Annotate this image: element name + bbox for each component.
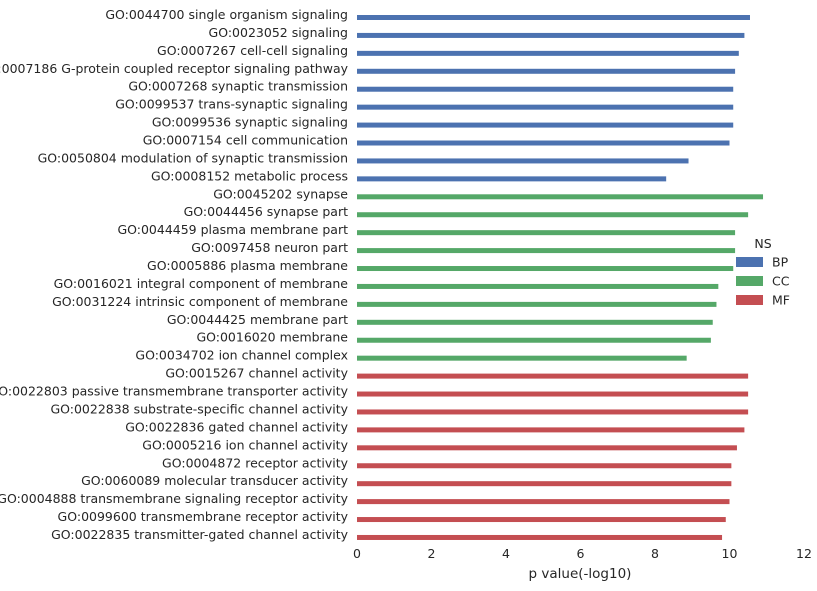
category-label: GO:0007186 G-protein coupled receptor si… xyxy=(0,61,349,76)
category-label: GO:0097458 neuron part xyxy=(191,240,348,255)
bar-bp xyxy=(357,68,736,74)
x-tick-label: 8 xyxy=(651,546,659,561)
bar-cc xyxy=(357,266,734,272)
category-label: GO:0016021 integral component of membran… xyxy=(54,276,349,291)
bar-mf xyxy=(357,409,749,415)
bar-bp xyxy=(357,15,750,20)
bar-bp xyxy=(357,32,745,38)
bar-cc xyxy=(357,319,713,325)
x-tick-label: 12 xyxy=(796,546,812,561)
bar-mf xyxy=(357,499,730,505)
x-tick-labels-group: 0 2 4 6 8 10 12 xyxy=(353,546,812,561)
bar-cc xyxy=(357,301,717,307)
bar-mf xyxy=(357,481,732,487)
x-tick-label: 10 xyxy=(722,546,738,561)
bar-cc xyxy=(357,355,687,361)
bars-group xyxy=(357,15,764,540)
x-tick-label: 4 xyxy=(502,546,510,561)
category-label: GO:0008152 metabolic process xyxy=(151,168,348,183)
legend-label-mf: MF xyxy=(772,293,790,308)
category-label: GO:0005216 ion channel activity xyxy=(142,437,348,452)
bar-cc xyxy=(357,230,736,236)
legend-swatch-cc xyxy=(736,276,763,286)
category-label: GO:0099536 synaptic signaling xyxy=(152,115,348,130)
bar-mf xyxy=(357,534,723,540)
bar-bp xyxy=(357,86,734,92)
legend-label-bp: BP xyxy=(772,255,789,270)
category-label: GO:0007268 synaptic transmission xyxy=(128,79,348,94)
bar-bp xyxy=(357,176,667,182)
category-label: GO:0004888 transmembrane signaling recep… xyxy=(0,491,349,506)
bar-bp xyxy=(357,140,730,146)
category-label: GO:0022835 transmitter-gated channel act… xyxy=(51,527,348,542)
category-label: GO:0023052 signaling xyxy=(209,25,348,40)
bar-cc xyxy=(357,194,764,200)
legend-title: NS xyxy=(754,236,771,251)
category-label: GO:0016020 membrane xyxy=(196,330,348,345)
category-label: GO:0044700 single organism signaling xyxy=(105,7,348,22)
category-label: GO:0045202 synapse xyxy=(213,186,348,201)
legend-swatch-bp xyxy=(736,257,763,267)
bar-mf xyxy=(357,391,749,397)
bar-mf xyxy=(357,463,732,469)
bar-cc xyxy=(357,283,719,289)
category-label: GO:0007154 cell communication xyxy=(143,133,348,148)
category-label: GO:0005886 plasma membrane xyxy=(147,258,348,273)
bar-cc xyxy=(357,248,736,254)
bar-bp xyxy=(357,158,689,164)
bar-bp xyxy=(357,122,734,128)
category-label: GO:0050804 modulation of synaptic transm… xyxy=(38,150,348,165)
category-label: GO:0022803 passive transmembrane transpo… xyxy=(0,384,349,399)
category-label: GO:0099537 trans-synaptic signaling xyxy=(115,97,348,112)
bar-bp xyxy=(357,50,739,56)
category-label: GO:0044425 membrane part xyxy=(167,312,348,327)
category-label: GO:0007267 cell-cell signaling xyxy=(157,43,348,58)
bar-mf xyxy=(357,445,737,451)
category-label: GO:0022838 substrate-specific channel ac… xyxy=(50,401,348,416)
bar-mf xyxy=(357,517,726,523)
category-label: GO:0044456 synapse part xyxy=(184,204,348,219)
bar-bp xyxy=(357,104,734,110)
category-label: GO:0034702 ion channel complex xyxy=(135,348,348,363)
bar-cc xyxy=(357,212,749,218)
category-labels-group: GO:0044700 single organism signaling GO:0… xyxy=(0,7,349,542)
x-axis-title: p value(-log10) xyxy=(529,566,632,582)
x-tick-label: 2 xyxy=(428,546,436,561)
bar-mf xyxy=(357,427,745,433)
legend-label-cc: CC xyxy=(772,274,790,289)
x-tick-label: 0 xyxy=(353,546,361,561)
category-label: GO:0060089 molecular transducer activity xyxy=(81,473,349,488)
category-label: GO:0015267 channel activity xyxy=(165,366,348,381)
category-label: GO:0031224 intrinsic component of membra… xyxy=(52,294,348,309)
category-label: GO:0022836 gated channel activity xyxy=(125,419,348,434)
bar-mf xyxy=(357,373,749,379)
legend-swatch-mf xyxy=(736,295,763,305)
category-label: GO:0099600 transmembrane receptor activi… xyxy=(58,509,349,524)
category-label: GO:0004872 receptor activity xyxy=(162,455,349,470)
x-tick-label: 6 xyxy=(577,546,585,561)
bar-cc xyxy=(357,337,711,343)
category-label: GO:0044459 plasma membrane part xyxy=(117,222,348,237)
